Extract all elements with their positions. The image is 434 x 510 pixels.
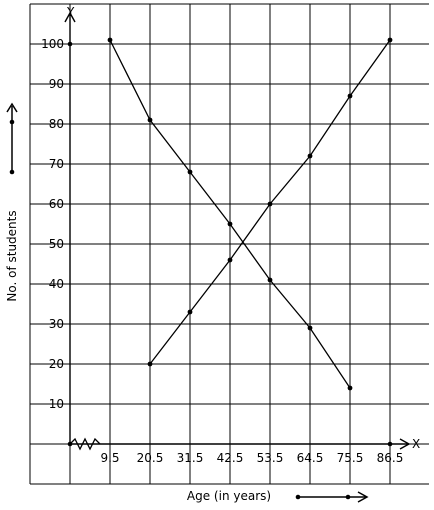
y-tick-label: 70 [49, 157, 64, 171]
x-axis-end-point [387, 441, 393, 447]
x-tick-label: 20.5 [137, 451, 164, 465]
y-tick-label: 20 [49, 357, 64, 371]
x-axis-label: Age (in years) [187, 489, 271, 503]
y-tick-label: 80 [49, 117, 64, 131]
data-point [267, 277, 273, 283]
axis-break-zigzag [69, 437, 101, 451]
chart-grid [29, 3, 429, 485]
x-tick-label: 53.5 [257, 451, 284, 465]
data-point [307, 153, 313, 159]
data-point [107, 37, 113, 43]
x-axis-arrowhead [399, 438, 411, 450]
data-point [147, 361, 153, 367]
data-point [187, 309, 193, 315]
y-tick-label: 50 [49, 237, 64, 251]
data-point [187, 169, 193, 175]
data-point [387, 37, 393, 43]
data-point [227, 221, 233, 227]
x-tick-label: 31.5 [177, 451, 204, 465]
y-tick-label: 90 [49, 77, 64, 91]
y-axis-arrowhead [64, 11, 76, 23]
tick-labels: 9.5 20.5 31.5 42.5 53.5 64.5 75.5 86.5 10 20 30 40 5… [41, 37, 403, 465]
y-tick-label: 60 [49, 197, 64, 211]
data-point [307, 325, 313, 331]
y-tick-label: 30 [49, 317, 64, 331]
x-tick-label: 42.5 [217, 451, 244, 465]
y-axis-letter: Y [66, 5, 75, 19]
y-axis-top-point [67, 41, 73, 47]
x-tick-label: 86.5 [377, 451, 404, 465]
data-point [227, 257, 233, 263]
data-series [107, 37, 393, 391]
x-tick-label: 64.5 [297, 451, 324, 465]
y-axis-label: No. of students [5, 210, 19, 301]
y-tick-label: 100 [41, 37, 64, 51]
data-point [347, 385, 353, 391]
data-point [347, 93, 353, 99]
y-tick-label: 40 [49, 277, 64, 291]
chart-axes [64, 11, 411, 450]
x-tick-label: 9.5 [100, 451, 119, 465]
data-point [267, 201, 273, 207]
data-point [147, 117, 153, 123]
x-tick-label: 75.5 [337, 451, 364, 465]
x-axis-letter: X [412, 437, 420, 451]
y-tick-label: 10 [49, 397, 64, 411]
y-direction-arrow [6, 102, 18, 175]
x-direction-arrow [295, 491, 369, 503]
